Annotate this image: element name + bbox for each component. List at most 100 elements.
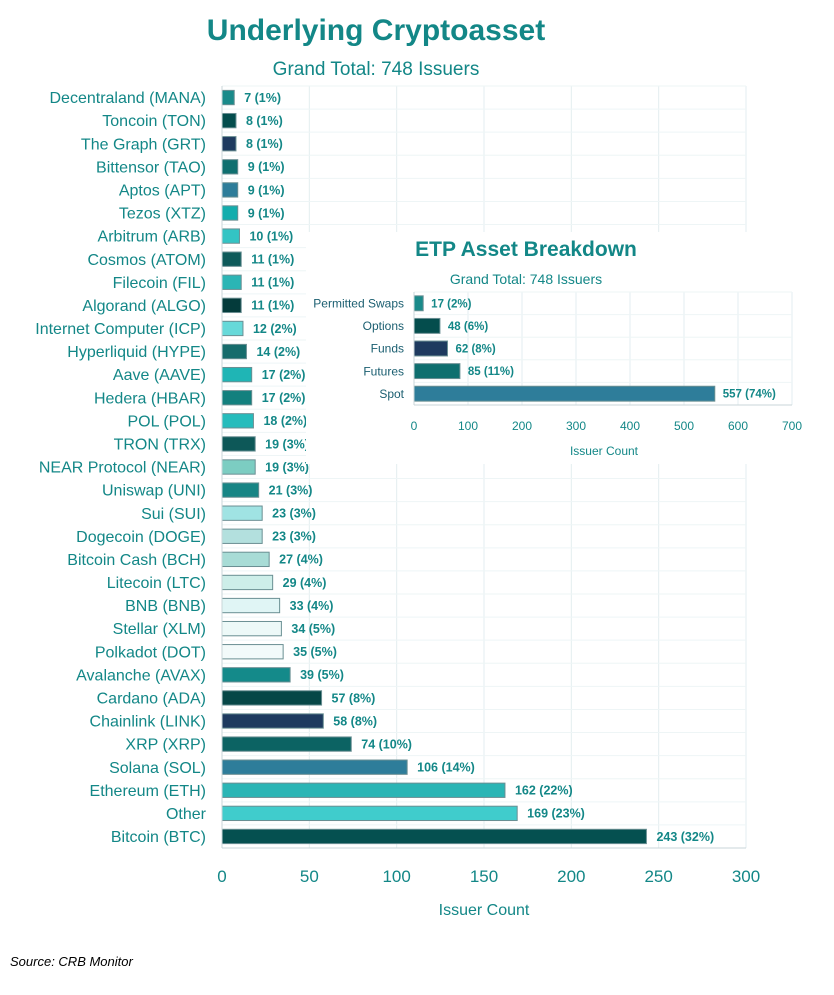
- main-chart-subtitle: Grand Total: 748 Issuers: [273, 59, 480, 80]
- main-category-label: Bitcoin Cash (BCH): [67, 552, 206, 569]
- main-bar-cosmos-atom: [222, 252, 241, 266]
- inset-x-tick-label: 600: [728, 419, 748, 433]
- main-category-label: Hedera (HBAR): [94, 390, 206, 407]
- inset-bar-futures: [414, 364, 460, 379]
- main-bar-other: [222, 806, 517, 820]
- inset-data-label: 62 (8%): [455, 344, 495, 356]
- main-category-label: Arbitrum (ARB): [98, 229, 206, 246]
- main-bar-polkadot-dot: [222, 645, 283, 659]
- main-bar-tezos-xtz: [222, 206, 238, 220]
- main-category-label: BNB (BNB): [125, 598, 206, 615]
- main-category-label: NEAR Protocol (NEAR): [39, 460, 206, 477]
- main-bar-ethereum-eth: [222, 783, 505, 797]
- inset-chart-x-axis-title: Issuer Count: [570, 444, 639, 458]
- main-data-label: 11 (1%): [251, 276, 294, 290]
- main-bar-litecoin-ltc: [222, 575, 273, 589]
- main-category-label: Aave (AAVE): [113, 367, 206, 384]
- inset-category-label: Options: [363, 319, 404, 333]
- main-data-label: 162 (22%): [515, 784, 573, 798]
- main-category-label: Hyperliquid (HYPE): [67, 344, 206, 361]
- main-bar-aave-aave: [222, 367, 252, 381]
- main-bar-hedera-hbar: [222, 391, 252, 405]
- main-data-label: 58 (8%): [333, 714, 377, 728]
- main-category-label: Toncoin (TON): [102, 113, 206, 130]
- inset-x-tick-label: 400: [620, 419, 640, 433]
- main-category-label: Ethereum (ETH): [90, 783, 206, 800]
- main-bar-pol-pol: [222, 414, 253, 428]
- inset-category-label: Futures: [363, 364, 404, 378]
- main-data-label: 34 (5%): [291, 622, 335, 636]
- main-data-label: 74 (10%): [361, 737, 412, 751]
- main-data-label: 33 (4%): [290, 599, 334, 613]
- main-bar-avalanche-avax: [222, 668, 290, 682]
- main-data-label: 17 (2%): [262, 368, 306, 382]
- main-bar-internet-computer-icp: [222, 321, 243, 335]
- main-data-label: 8 (1%): [246, 137, 283, 151]
- main-category-label: XRP (XRP): [125, 737, 206, 754]
- main-x-tick-label: 100: [382, 867, 410, 886]
- inset-x-tick-label: 0: [411, 419, 418, 433]
- inset-chart: Permitted Swaps Options Funds Futures Spot 1…: [306, 232, 802, 464]
- inset-category-label: Spot: [379, 387, 404, 401]
- main-bar-hyperliquid-hype: [222, 344, 246, 358]
- inset-chart-title: ETP Asset Breakdown: [415, 238, 637, 261]
- main-category-label: Avalanche (AVAX): [76, 667, 206, 684]
- main-bar-filecoin-fil: [222, 275, 241, 289]
- inset-x-tick-label: 200: [512, 419, 532, 433]
- main-data-label: 18 (2%): [263, 414, 307, 428]
- main-bar-decentraland-mana: [222, 90, 234, 104]
- main-data-label: 12 (2%): [253, 322, 297, 336]
- main-x-tick-label: 50: [300, 867, 319, 886]
- main-bar-aptos-apt: [222, 183, 238, 197]
- main-bar-the-graph-grt: [222, 137, 236, 151]
- inset-bar-options: [414, 318, 440, 333]
- main-category-label: Solana (SOL): [109, 760, 206, 777]
- main-data-label: 243 (32%): [656, 830, 714, 844]
- main-bar-chainlink-link: [222, 714, 323, 728]
- main-data-label: 106 (14%): [417, 761, 475, 775]
- inset-chart-subtitle: Grand Total: 748 Issuers: [450, 271, 602, 287]
- main-bar-toncoin-ton: [222, 113, 236, 127]
- inset-data-label: 17 (2%): [431, 298, 471, 310]
- main-data-label: 17 (2%): [262, 391, 306, 405]
- main-data-label: 23 (3%): [272, 530, 316, 544]
- main-data-label: 19 (3%): [265, 437, 309, 451]
- inset-x-tick-label: 700: [782, 419, 802, 433]
- main-chart-data-labels: 7 (1%)8 (1%)8 (1%)9 (1%)9 (1%)9 (1%)10 (…: [244, 91, 714, 844]
- main-category-label: Chainlink (LINK): [90, 714, 206, 731]
- main-data-label: 39 (5%): [300, 668, 344, 682]
- main-category-label: Internet Computer (ICP): [35, 321, 206, 338]
- inset-category-label: Permitted Swaps: [313, 297, 404, 311]
- main-data-label: 21 (3%): [269, 483, 313, 497]
- main-bar-bnb-bnb: [222, 598, 280, 612]
- main-data-label: 29 (4%): [283, 576, 327, 590]
- main-bar-stellar-xlm: [222, 621, 281, 635]
- inset-category-label: Funds: [371, 342, 404, 356]
- main-category-label: Filecoin (FIL): [113, 275, 206, 292]
- main-category-label: The Graph (GRT): [81, 136, 206, 153]
- main-bar-cardano-ada: [222, 691, 322, 705]
- main-category-label: Uniswap (UNI): [102, 483, 206, 500]
- inset-bar-spot: [414, 386, 715, 401]
- inset-x-tick-label: 100: [458, 419, 478, 433]
- main-data-label: 57 (8%): [332, 691, 376, 705]
- main-category-label: Cardano (ADA): [97, 691, 206, 708]
- main-x-tick-label: 150: [470, 867, 498, 886]
- main-bar-bittensor-tao: [222, 160, 238, 174]
- main-bar-algorand-algo: [222, 298, 241, 312]
- main-category-label: Algorand (ALGO): [82, 298, 206, 315]
- source-note: Source: CRB Monitor: [10, 954, 133, 969]
- main-data-label: 7 (1%): [244, 91, 281, 105]
- main-category-label: Stellar (XLM): [113, 621, 206, 638]
- main-chart-category-labels: Decentraland (MANA) Toncoin (TON) The Grap…: [35, 90, 206, 846]
- main-data-label: 10 (1%): [249, 229, 293, 243]
- main-category-label: Decentraland (MANA): [50, 90, 207, 107]
- main-bar-tron-trx: [222, 437, 255, 451]
- main-bar-arbitrum-arb: [222, 229, 239, 243]
- main-category-label: Sui (SUI): [141, 506, 206, 523]
- main-data-label: 9 (1%): [248, 160, 285, 174]
- main-data-label: 9 (1%): [248, 206, 285, 220]
- main-bar-dogecoin-doge: [222, 529, 262, 543]
- main-category-label: POL (POL): [127, 413, 206, 430]
